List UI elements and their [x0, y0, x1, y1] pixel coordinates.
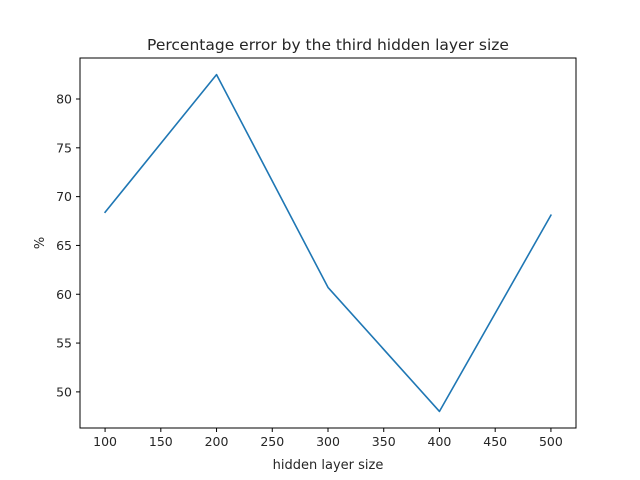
y-tick-label: 70 [56, 189, 72, 204]
ticks-layer: 100 150 200 250 300 350 400 450 500 50 55 60 65 70 75 8… [56, 92, 563, 449]
y-tick-label: 80 [56, 92, 72, 107]
y-tick-label: 50 [56, 384, 72, 399]
x-tick-label: 100 [93, 434, 117, 449]
x-tick-label: 300 [316, 434, 340, 449]
x-tick-label: 400 [428, 434, 452, 449]
series-layer [103, 73, 553, 413]
y-axis-label: % [33, 237, 48, 249]
x-tick-label: 200 [205, 434, 229, 449]
x-tick-label: 450 [483, 434, 507, 449]
x-tick-label: 150 [149, 434, 173, 449]
y-tick-label: 75 [56, 140, 72, 155]
x-tick-label: 500 [539, 434, 563, 449]
y-tick-label: 65 [56, 238, 72, 253]
y-tick-label: 55 [56, 336, 72, 351]
y-tick-label: 60 [56, 287, 72, 302]
x-axis-label: hidden layer size [273, 458, 384, 473]
chart-title: Percentage error by the third hidden lay… [147, 36, 509, 54]
x-tick-label: 350 [372, 434, 396, 449]
x-tick-label: 250 [260, 434, 284, 449]
plot-frame [79, 57, 577, 429]
